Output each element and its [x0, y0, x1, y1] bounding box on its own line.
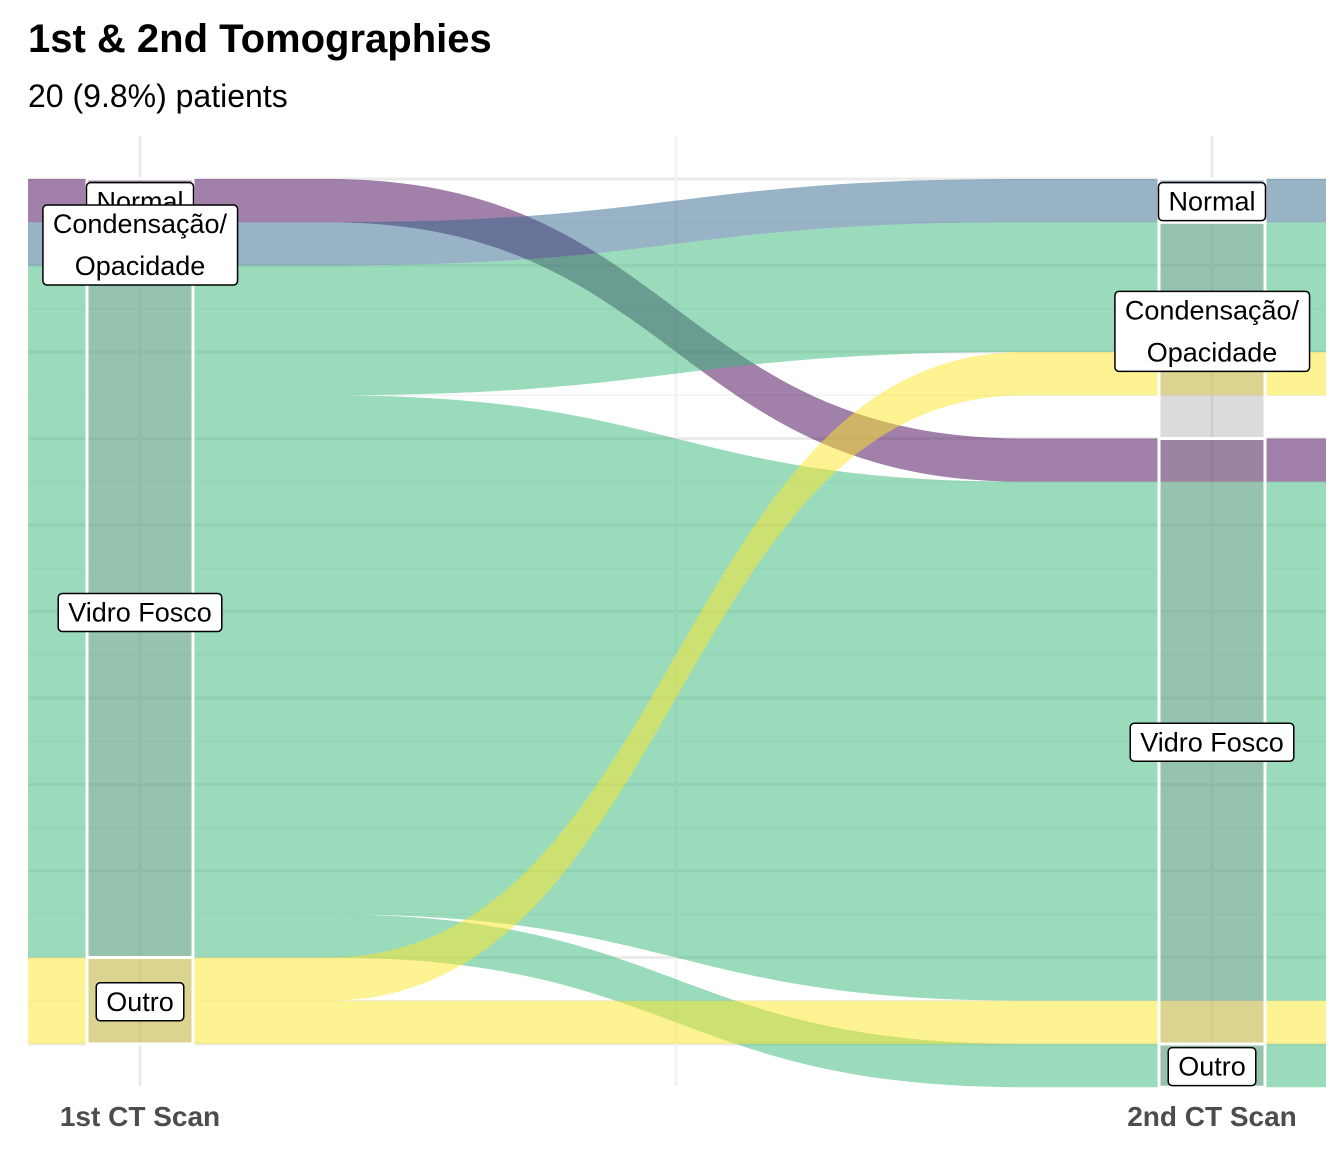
chart-title: 1st & 2nd Tomographies — [28, 17, 492, 61]
label-second-normal: Normal — [1157, 181, 1267, 222]
label-second-normal-text: Normal — [1168, 187, 1255, 217]
flow-cond-to-normal — [28, 179, 1326, 266]
label-second-cond: Condensação/Opacidade — [1114, 290, 1311, 373]
label-second-vidro-text: Vidro Fosco — [1140, 727, 1284, 757]
axis-label-first-scan: 1st CT Scan — [60, 1101, 220, 1132]
label-first-outro: Outro — [95, 982, 185, 1022]
label-first-vidro-text: Vidro Fosco — [68, 598, 212, 628]
flow-vidro-to-cond — [28, 222, 1326, 396]
label-first-cond-box — [42, 204, 239, 286]
flow-vidro-to-vidro — [28, 395, 1326, 1001]
label-second-outro: Outro — [1167, 1046, 1257, 1087]
label-first-vidro-box — [57, 592, 223, 633]
label-second-cond-box — [1114, 290, 1311, 373]
label-layer: Normal Condensação/Opacidade Vidro Fosco Ou… — [42, 181, 1311, 1087]
label-second-outro-text: Outro — [1178, 1052, 1246, 1082]
chart-subtitle: 20 (9.8%) patients — [28, 78, 288, 114]
label-first-outro-text: Outro — [106, 987, 174, 1017]
label-second-cond-text: Condensação/Opacidade — [1125, 295, 1300, 367]
axis-label-second-scan: 2nd CT Scan — [1127, 1101, 1297, 1132]
label-second-vidro-box — [1129, 722, 1295, 762]
label-first-vidro: Vidro Fosco — [57, 592, 223, 633]
label-first-cond-text: Condensação/Opacidade — [53, 209, 228, 281]
label-second-outro-box — [1167, 1046, 1257, 1087]
label-first-outro-box — [95, 982, 185, 1022]
label-second-normal-box — [1157, 181, 1267, 222]
flow-layer — [28, 179, 1326, 1088]
flow-outro-to-vidro — [28, 1000, 1326, 1044]
flow-outro-to-cond — [28, 352, 1326, 1001]
label-second-vidro: Vidro Fosco — [1129, 722, 1295, 762]
label-first-cond: Condensação/Opacidade — [42, 204, 239, 286]
